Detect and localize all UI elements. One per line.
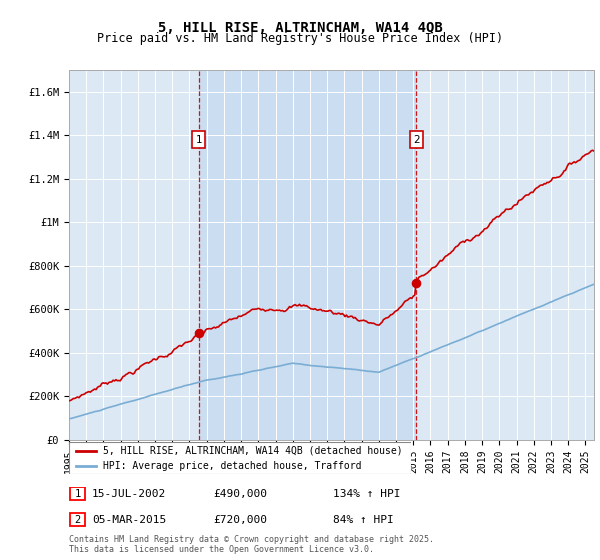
Text: 5, HILL RISE, ALTRINCHAM, WA14 4QB: 5, HILL RISE, ALTRINCHAM, WA14 4QB xyxy=(158,21,442,35)
Text: 05-MAR-2015: 05-MAR-2015 xyxy=(92,515,166,525)
Text: 2: 2 xyxy=(74,515,80,525)
Text: 1: 1 xyxy=(74,489,80,499)
Point xyxy=(194,329,203,338)
Text: 134% ↑ HPI: 134% ↑ HPI xyxy=(333,489,401,499)
Text: 5, HILL RISE, ALTRINCHAM, WA14 4QB (detached house): 5, HILL RISE, ALTRINCHAM, WA14 4QB (deta… xyxy=(103,446,403,456)
Text: Contains HM Land Registry data © Crown copyright and database right 2025.
This d: Contains HM Land Registry data © Crown c… xyxy=(69,535,434,554)
Text: 1: 1 xyxy=(196,134,202,144)
Bar xyxy=(199,70,416,440)
Text: £720,000: £720,000 xyxy=(213,515,267,525)
Text: 2: 2 xyxy=(413,134,419,144)
Text: HPI: Average price, detached house, Trafford: HPI: Average price, detached house, Traf… xyxy=(103,461,362,471)
Point xyxy=(412,278,421,287)
Text: Price paid vs. HM Land Registry's House Price Index (HPI): Price paid vs. HM Land Registry's House … xyxy=(97,32,503,45)
Text: 84% ↑ HPI: 84% ↑ HPI xyxy=(333,515,394,525)
Text: £490,000: £490,000 xyxy=(213,489,267,499)
Text: 15-JUL-2002: 15-JUL-2002 xyxy=(92,489,166,499)
